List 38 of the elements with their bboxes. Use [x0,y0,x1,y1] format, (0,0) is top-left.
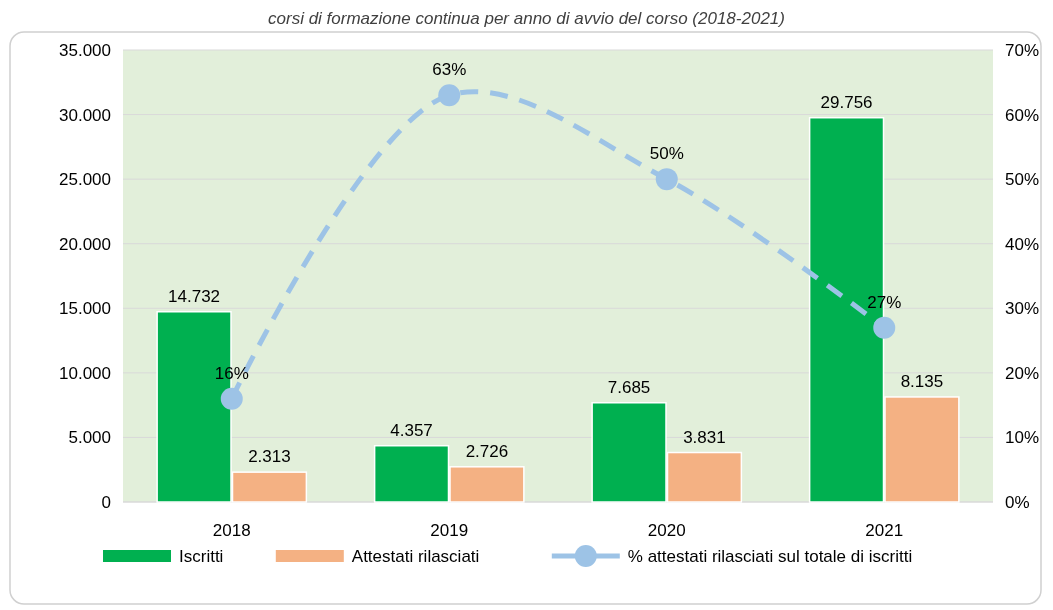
point [438,84,461,107]
x-tick-label: 2019 [430,521,469,540]
y2-tick-label: 60% [1005,105,1040,125]
y2-tick-label: 40% [1005,234,1040,254]
y-tick-label: 20.000 [59,234,111,254]
y2-tick-label: 20% [1005,363,1040,383]
data-label: 29.756 [820,92,873,112]
legend-label: % attestati rilasciati sul totale di iscritti [627,547,913,566]
data-label: 2.726 [465,441,509,461]
x-tick-label: 2021 [865,521,904,540]
y-tick-label: 25.000 [59,170,111,190]
y-tick-label: 30.000 [59,105,111,125]
data-label: 2.313 [248,447,291,467]
data-label: 50% [649,144,684,164]
data-label: 14.732 [168,286,221,306]
point [655,168,678,191]
chart-title: corsi di formazione continua per anno di avvio del corso (2018-2021) [268,9,785,28]
legend-label: Iscritti [179,547,224,566]
y2-tick-label: 50% [1005,170,1040,190]
data-label: 7.685 [607,377,651,397]
x-tick-label: 2020 [647,521,686,540]
y2-tick-label: 0% [1005,493,1030,512]
y-tick-label: 0 [101,493,111,512]
data-label: 8.135 [900,371,944,391]
y-tick-label: 5.000 [68,428,111,448]
legend-label: Attestati rilasciati [351,547,480,566]
y-tick-label: 10.000 [59,363,111,383]
point [873,316,896,339]
y-tick-label: 35.000 [59,41,111,60]
y-tick-label: 15.000 [59,299,111,319]
point [220,387,243,410]
data-label: 63% [432,60,467,80]
x-tick-label: 2018 [212,521,251,540]
y2-tick-label: 30% [1005,299,1040,319]
data-label: 4.357 [390,420,433,440]
y2-tick-label: 10% [1005,428,1040,448]
data-label: 3.831 [683,427,726,447]
y2-tick-label: 70% [1005,41,1040,60]
